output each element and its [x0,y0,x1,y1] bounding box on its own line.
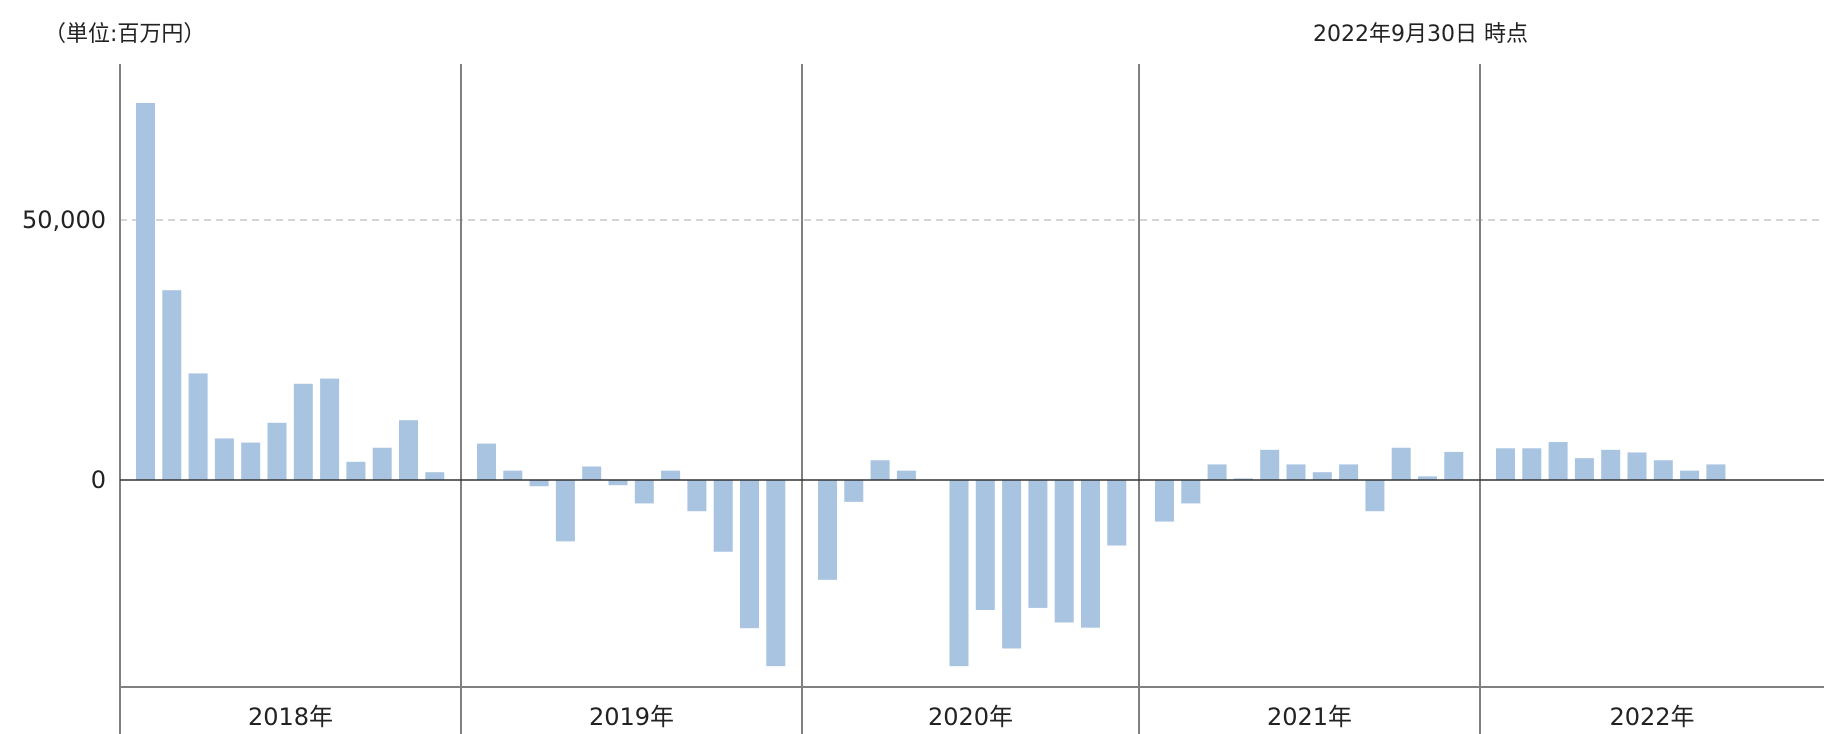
bar [1680,470,1700,480]
bar [1028,480,1048,608]
bar [162,290,182,480]
bar [1574,458,1594,480]
bar [1054,480,1074,623]
as-of-date-label: 2022年9月30日 時点 [1313,22,1528,47]
bar [1706,464,1726,480]
bar [320,378,340,480]
bar [1181,480,1201,504]
bar [1339,464,1359,480]
bar [870,460,890,480]
bar [1002,480,1022,649]
bar [1444,451,1464,480]
bar [503,470,523,480]
bar [293,383,313,480]
bar [582,466,602,480]
bar [740,480,759,629]
bar [1653,460,1673,480]
bar [1365,480,1385,512]
bar [1627,452,1647,480]
y-tick-label: 0 [91,466,106,494]
bar [975,480,995,610]
bar [529,480,549,487]
bar [136,103,155,480]
bar [608,480,628,486]
bar [1601,449,1621,480]
bar [477,443,496,480]
bar [1081,480,1100,628]
year-label: 2021年 [1267,703,1352,731]
bar [267,422,287,480]
bar [1391,447,1411,480]
bar [661,470,681,480]
bar [1286,464,1306,480]
bar [372,447,392,480]
bar [188,373,208,480]
bar [346,461,366,480]
bar [555,480,575,542]
bar [844,480,864,502]
year-label: 2022年 [1609,703,1694,731]
bar [241,442,261,480]
bar [1548,442,1568,480]
bar [399,420,418,480]
bar [1155,480,1174,522]
bar [818,480,837,580]
unit-label: （単位:百万円） [44,22,206,47]
bar [713,480,733,552]
bar [1260,449,1280,480]
bar [896,470,916,480]
bar [1207,464,1227,480]
year-label: 2020年 [928,703,1013,731]
bar [214,438,234,480]
bar [1418,476,1437,480]
bar [1522,448,1542,480]
bar [1107,480,1127,546]
bar [687,480,707,512]
year-label: 2018年 [248,703,333,731]
year-label: 2019年 [589,703,674,731]
bar [949,480,969,667]
bar [1496,448,1515,480]
bar [634,480,654,504]
bar [425,472,445,480]
y-tick-label: 50,000 [22,206,106,234]
bar [766,480,786,667]
bar [1312,472,1332,480]
